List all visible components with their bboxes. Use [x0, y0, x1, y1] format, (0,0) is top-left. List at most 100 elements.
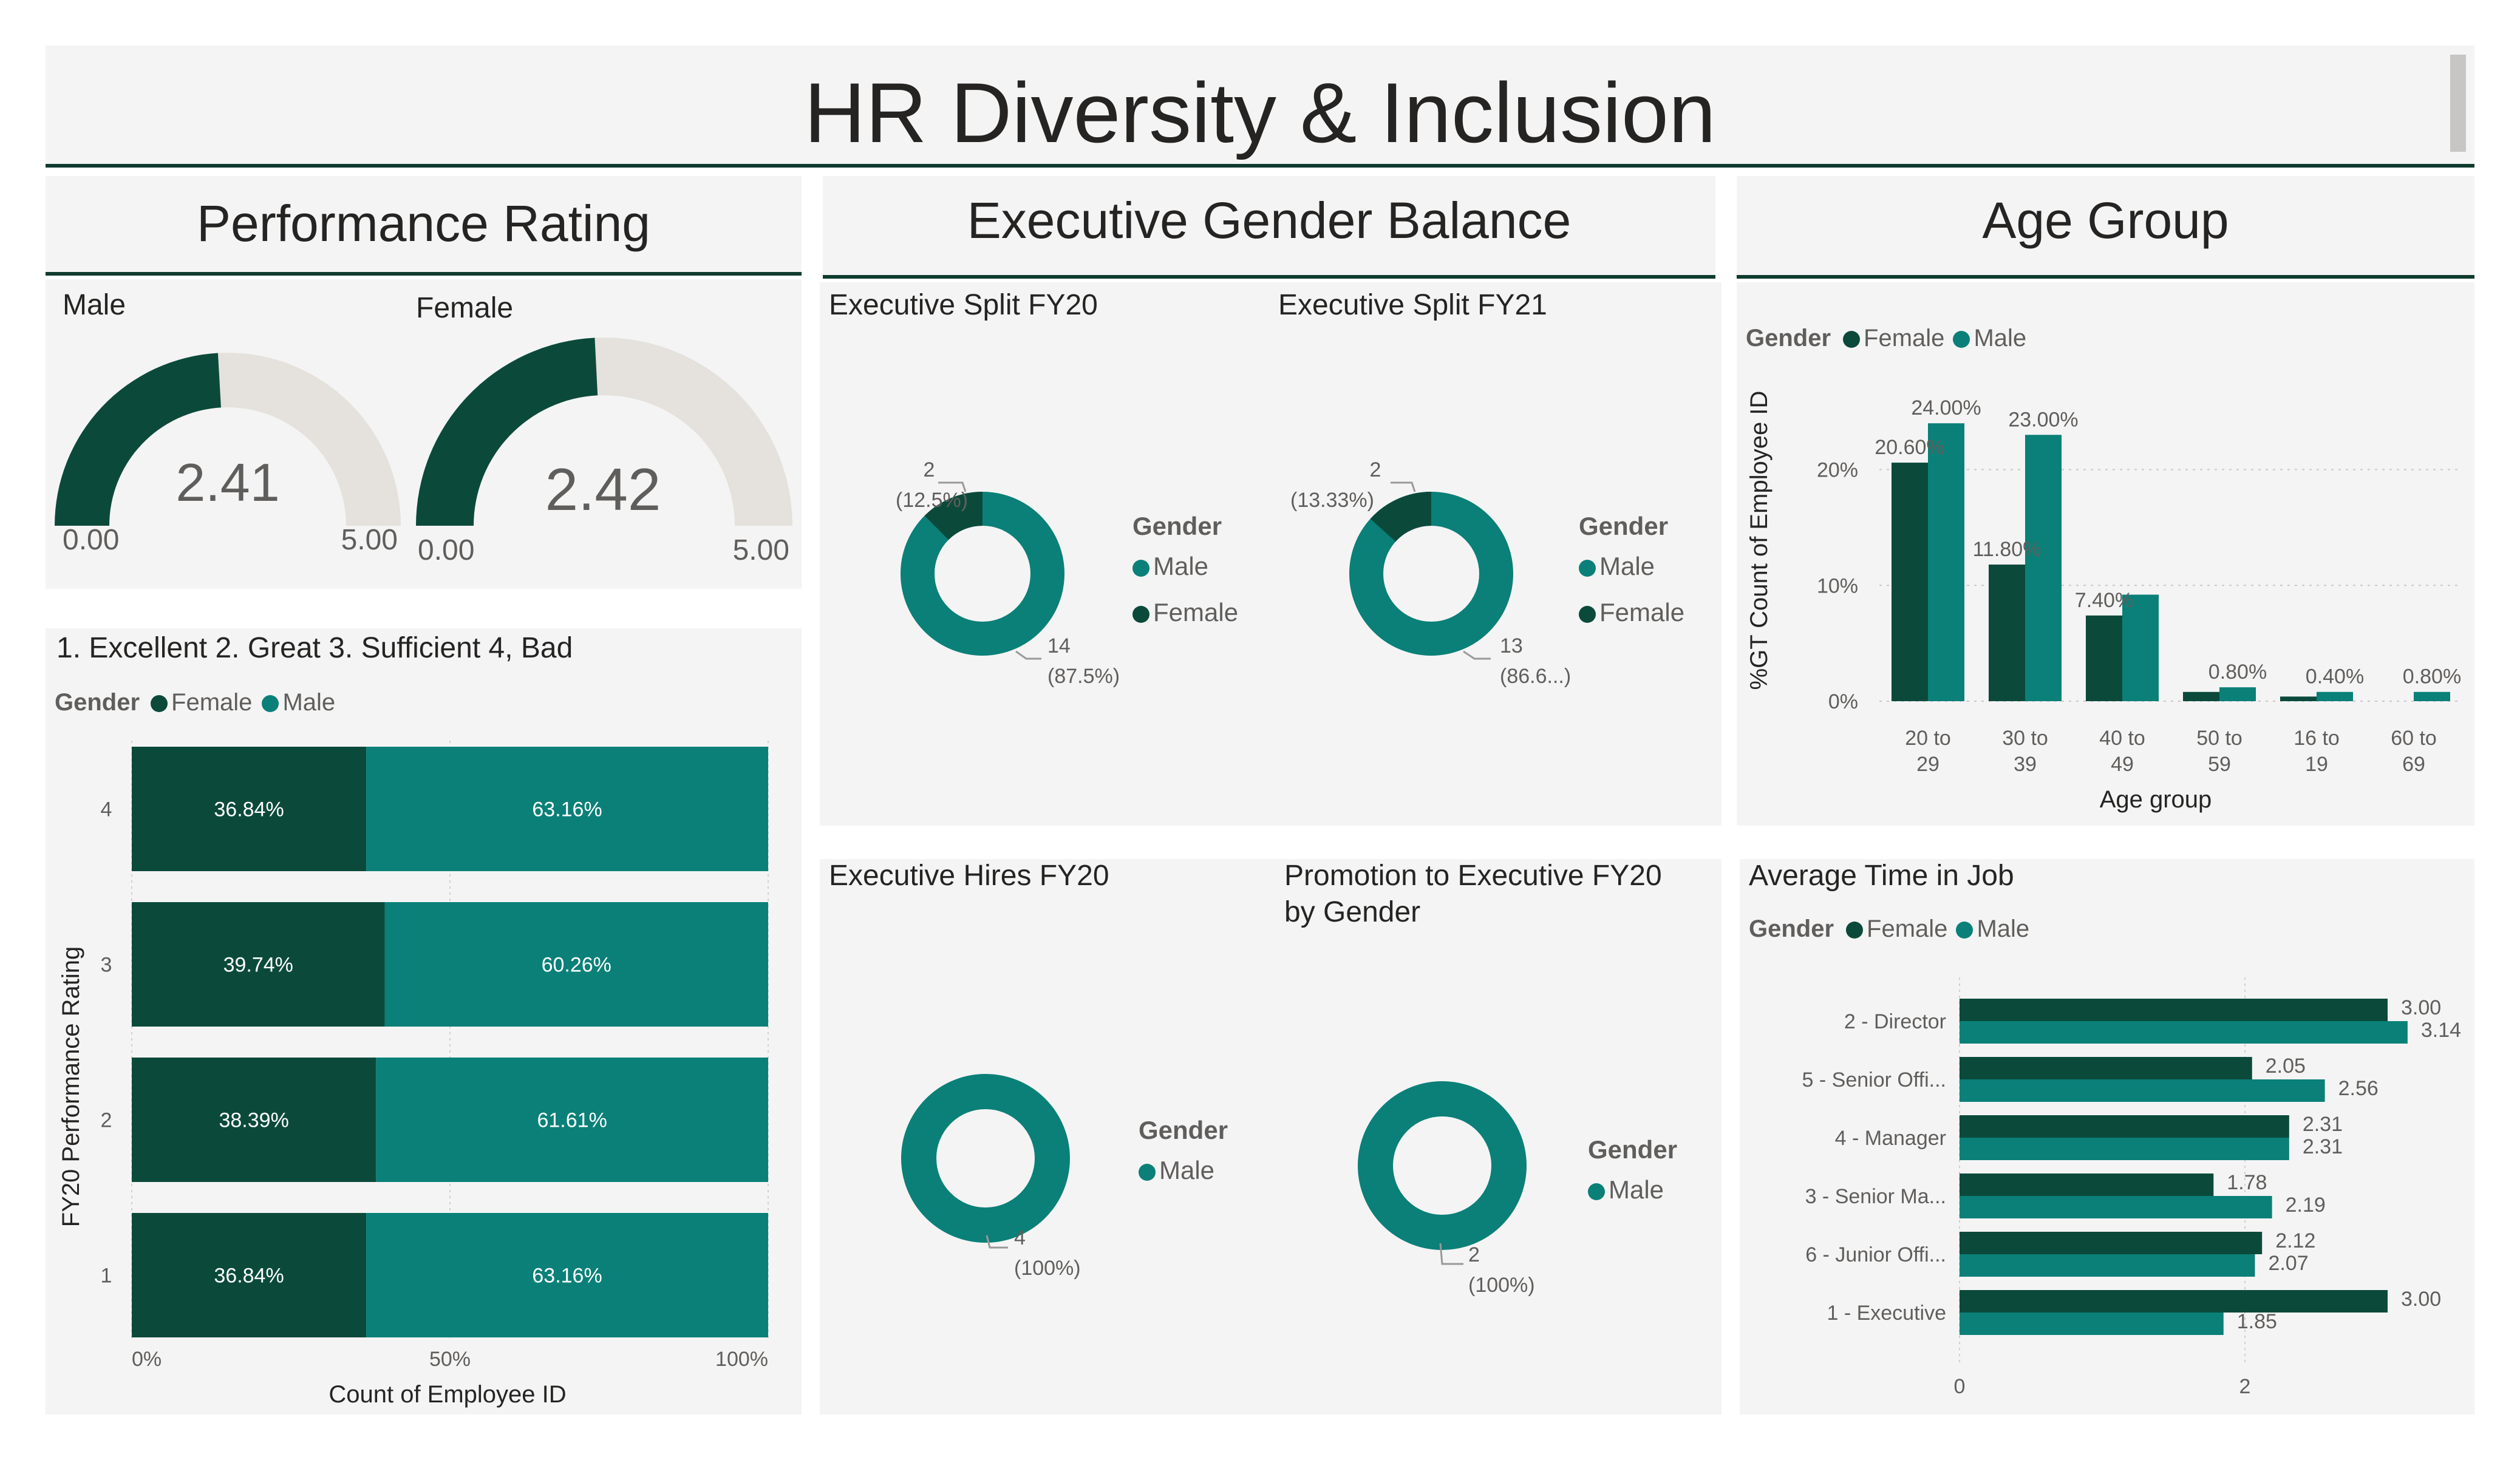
- data-label: 11.80%: [1973, 538, 2042, 561]
- bar-female: [1989, 564, 2025, 701]
- legend-title: Gender: [1588, 1135, 1678, 1164]
- legend-female: Female: [1599, 598, 1685, 627]
- bar-male: [2219, 687, 2256, 701]
- fy21-female-pct: (13.33%): [1290, 489, 1374, 512]
- x-tick-label: 69: [2402, 753, 2425, 776]
- x-tick-label: 49: [2111, 753, 2134, 776]
- male-gauge-label: Male: [63, 289, 126, 321]
- promotion-title-2: by Gender: [1284, 896, 1421, 928]
- promotion-title-1: Promotion to Executive FY20: [1284, 860, 1662, 892]
- legend-male: Male: [1973, 325, 2027, 352]
- male-gauge-value: 2.41: [175, 452, 279, 512]
- split-fy21-title: Executive Split FY21: [1278, 289, 1547, 321]
- y-tick-label: 2 - Director: [1844, 1010, 1946, 1033]
- data-label: 3.00: [2401, 996, 2441, 1019]
- bar-male: [1928, 423, 1964, 701]
- data-label: 39.74%: [223, 954, 293, 977]
- age-panel: [1737, 282, 2474, 826]
- x-tick-label: 0: [1954, 1375, 1966, 1398]
- data-label: 3.00: [2401, 1288, 2441, 1311]
- x-axis-title: Age group: [2100, 786, 2212, 813]
- data-label: 38.39%: [219, 1109, 288, 1132]
- y-tick-label: 3: [101, 954, 112, 977]
- female-gauge-min: 0.00: [418, 534, 474, 566]
- data-label: 7.40%: [2075, 589, 2133, 612]
- data-label: 2.19: [2286, 1194, 2326, 1217]
- exec-hires-panel: [820, 859, 1721, 1415]
- y-tick-label: 0%: [1828, 690, 1858, 713]
- x-tick-label: 39: [2014, 753, 2037, 776]
- gauges-panel: [46, 279, 802, 589]
- data-label: 1.78: [2227, 1171, 2267, 1194]
- hires-male-pct: (100%): [1014, 1257, 1081, 1280]
- exec-header-panel: [823, 176, 1715, 276]
- age-rule: [1737, 275, 2474, 279]
- y-tick-label: 1: [101, 1265, 112, 1288]
- bar-male: [2317, 691, 2353, 701]
- bar-female: [132, 1058, 376, 1182]
- fy20-male-leader: [1015, 650, 1041, 660]
- bar-male: [1960, 1313, 2224, 1335]
- legend-female: Female: [171, 689, 253, 716]
- hires-leader: [986, 1235, 1008, 1249]
- fy20-male-count: 14: [1047, 634, 1071, 657]
- legend-male: Male: [1599, 552, 1655, 580]
- split-fy20-title: Executive Split FY20: [829, 289, 1098, 321]
- time-title: Average Time in Job: [1749, 860, 2014, 892]
- title-bar: [46, 46, 2474, 164]
- promotion-male-pct: (100%): [1468, 1274, 1535, 1297]
- y-tick-label: 6 - Junior Offi...: [1805, 1243, 1946, 1266]
- bar-male: [1960, 1196, 2272, 1218]
- bar-female: [2183, 691, 2219, 701]
- page-title: HR Diversity & Inclusion: [804, 65, 1716, 160]
- x-tick-label: 60 to: [2391, 727, 2437, 750]
- data-label: 20.60%: [1875, 436, 1944, 459]
- legend-item-female: Female: [1132, 598, 1238, 627]
- fy20-female-segment: [924, 492, 984, 540]
- bar-female: [2280, 696, 2317, 701]
- legend-item-male: Male: [1132, 552, 1238, 581]
- legend-item-male: Male: [1588, 1175, 1677, 1204]
- exec-rule: [823, 275, 1715, 279]
- data-label: 2.05: [2266, 1055, 2306, 1078]
- bar-female: [132, 1213, 367, 1337]
- rating-title: 1. Excellent 2. Great 3. Sufficient 4, B…: [56, 632, 573, 664]
- legend-female: Female: [1867, 915, 1948, 942]
- data-label: 36.84%: [214, 1265, 284, 1288]
- fy20-male-pct: (87.5%): [1047, 665, 1120, 688]
- promotion-male-ring: [1358, 1081, 1527, 1250]
- scrollbar[interactable]: [2450, 55, 2466, 152]
- x-tick-label: 2: [2239, 1375, 2251, 1398]
- rating-legend: Gender Female Male: [55, 689, 335, 716]
- legend-item-female: Female: [1579, 598, 1684, 627]
- y-tick-label: 4: [101, 798, 112, 821]
- time-legend: Gender Female Male: [1749, 915, 2029, 943]
- fy21-legend: Gender Male Female: [1579, 512, 1684, 644]
- exec-header: Executive Gender Balance: [967, 192, 1572, 249]
- y-axis-title: %GT Count of Employee ID: [1746, 391, 1773, 690]
- legend-male: Male: [1153, 552, 1209, 580]
- data-label: 36.84%: [214, 798, 284, 821]
- performance-header-panel: [46, 176, 802, 273]
- fy21-male-pct: (86.6...): [1500, 665, 1571, 688]
- data-label: 61.61%: [537, 1109, 607, 1132]
- gauges-svg: 2.41 0.00 5.00 2.42 0.00 5.00: [55, 338, 792, 566]
- bar-male: [1960, 1254, 2255, 1277]
- legend-title: Gender: [1579, 512, 1669, 540]
- age-legend: Gender Female Male: [1746, 325, 2026, 352]
- data-label: 2.31: [2303, 1113, 2343, 1136]
- legend-female: Female: [1864, 325, 1945, 352]
- legend-male: Male: [282, 689, 336, 716]
- age-bar-chart: 0% 10% 20% 20.60% 24.00% 20 to 29 11.80% 23.00% 3…: [1746, 391, 2462, 813]
- bar-male: [1960, 1079, 2325, 1102]
- data-label: 1.85: [2237, 1310, 2277, 1333]
- y-axis-title: FY20 Performance Rating: [58, 946, 84, 1227]
- bar-male: [2025, 435, 2062, 701]
- x-tick-label: 100%: [715, 1348, 768, 1371]
- bar-male: [1960, 1138, 2289, 1160]
- legend-item-male: Male: [1139, 1156, 1228, 1185]
- male-legend-dot: [1953, 331, 1970, 348]
- male-gauge-max: 5.00: [341, 524, 398, 556]
- female-gauge-label: Female: [416, 292, 514, 324]
- female-gauge-value: 2.42: [545, 456, 661, 523]
